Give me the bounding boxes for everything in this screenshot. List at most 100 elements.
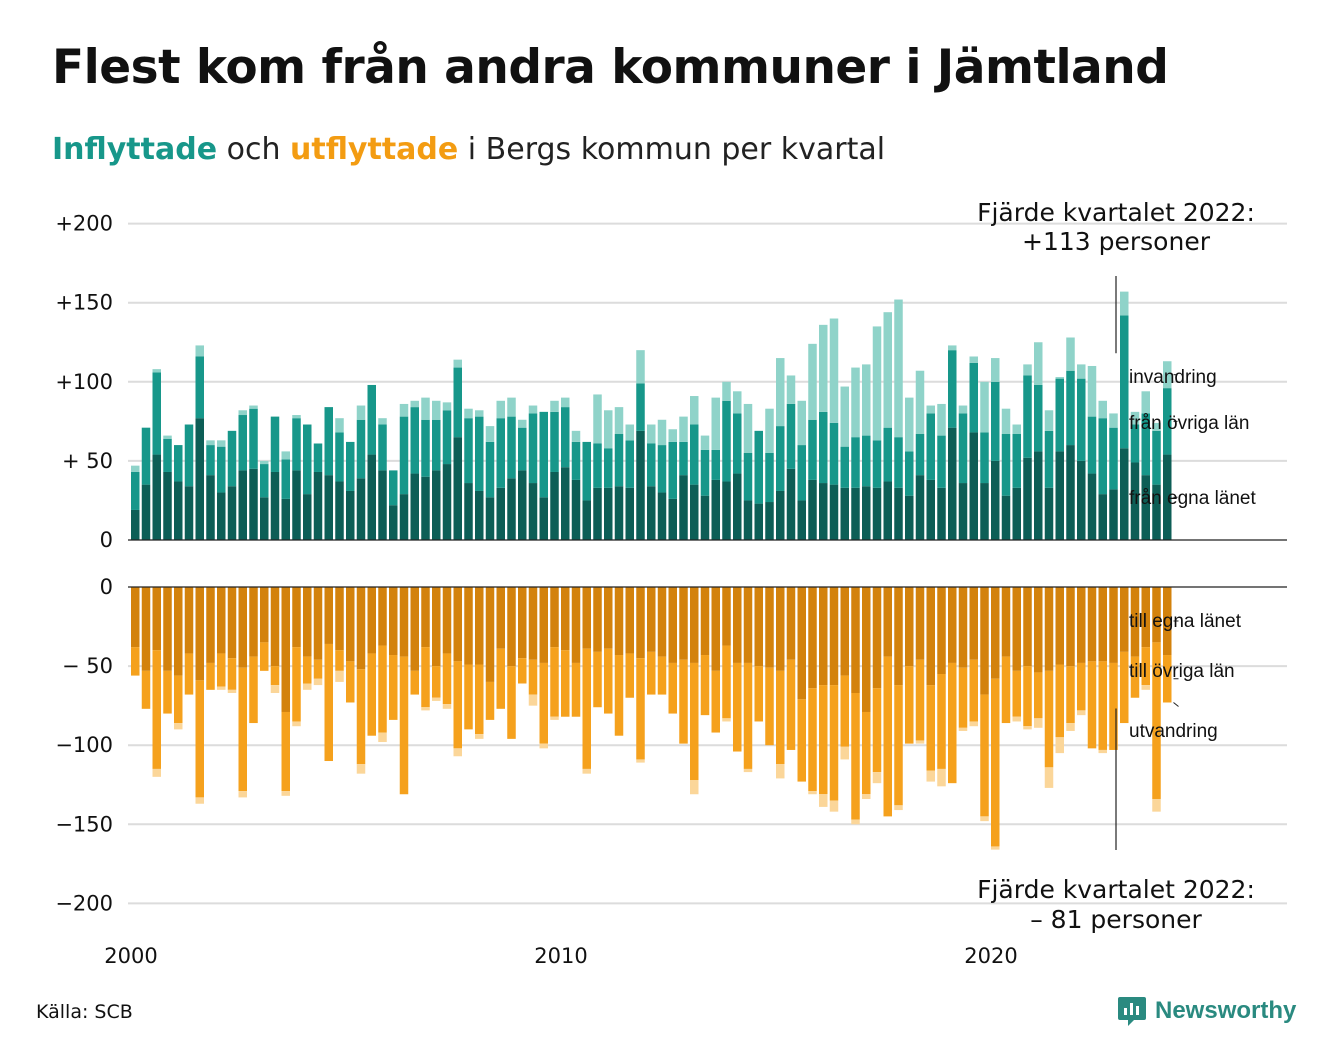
bar-inflow-own-county (1044, 487, 1054, 540)
bar-inflow-other-counties (872, 440, 882, 488)
bar-inflow-own-county (346, 490, 355, 540)
bar-outflow-own-county (958, 587, 968, 668)
bar-inflow-immigration (432, 400, 441, 420)
bar-inflow-own-county (894, 487, 903, 540)
bar-outflow-other-counties (969, 659, 978, 722)
bar-inflow-other-counties (163, 438, 172, 472)
bar-outflow-emigration (980, 816, 989, 822)
bar-inflow-other-counties (518, 427, 527, 471)
axes-layer: +200 +150 +100 + 50 0 − 50 −100 −150 −200 0 2000 20… (55, 212, 1287, 968)
y-tick-label-top: +150 (55, 291, 113, 315)
bar-outflow-other-counties (571, 662, 581, 717)
bar-outflow-other-counties (1098, 661, 1107, 750)
bar-inflow-other-counties (346, 441, 355, 491)
bar-outflow-other-counties (668, 662, 677, 714)
y-tick-label-top: 0 (100, 528, 113, 552)
bar-outflow-other-counties (905, 666, 914, 744)
bar-outflow-own-county (754, 587, 763, 667)
bar-outflow-other-counties (281, 711, 290, 792)
y-tick-label-top: + 50 (62, 449, 113, 473)
bar-outflow-emigration (1012, 716, 1021, 722)
bar-inflow-other-counties (260, 464, 269, 498)
bar-inflow-immigration (561, 397, 570, 408)
bar-inflow-own-county (733, 473, 742, 540)
bar-outflow-own-county (1152, 587, 1161, 643)
bar-outflow-other-counties (636, 658, 645, 760)
chart-subtitle: Inflyttade och utflyttade i Bergs kommun… (52, 132, 885, 167)
bar-inflow-own-county (647, 486, 656, 540)
bar-outflow-own-county (647, 587, 656, 652)
bar-outflow-other-counties (872, 688, 882, 773)
bar-inflow-other-counties (840, 446, 849, 488)
bar-outflow-other-counties (765, 667, 774, 746)
bar-outflow-emigration (1098, 749, 1107, 754)
bar-outflow-own-county (905, 587, 914, 667)
bar-outflow-own-county (657, 587, 667, 657)
bar-inflow-other-counties (614, 434, 624, 487)
bar-outflow-other-counties (733, 662, 742, 752)
bar-inflow-immigration (991, 358, 1000, 382)
bar-inflow-other-counties (905, 451, 914, 496)
bar-outflow-own-county (292, 587, 301, 648)
bar-inflow-own-county (862, 486, 871, 540)
bar-outflow-own-county (432, 587, 441, 667)
subtitle-outflow-word: utflyttade (290, 132, 459, 167)
bar-inflow-own-county (518, 470, 527, 540)
bar-inflow-other-counties (851, 437, 860, 488)
bar-outflow-other-counties (743, 662, 753, 769)
bar-inflow-immigration (851, 367, 860, 438)
x-tick-label: 2010 (534, 944, 587, 968)
bar-inflow-own-county (571, 479, 581, 540)
bar-outflow-own-county (249, 587, 258, 657)
bar-inflow-other-counties (539, 411, 548, 498)
y-tick-label-top: +100 (55, 370, 113, 394)
bar-outflow-own-county (883, 587, 892, 657)
bar-outflow-own-county (453, 587, 462, 662)
bar-outflow-emigration (281, 791, 290, 796)
bar-outflow-other-counties (980, 694, 989, 817)
bar-inflow-own-county (464, 483, 473, 540)
bar-outflow-other-counties (937, 674, 946, 769)
bar-outflow-own-county (679, 587, 688, 660)
bar-inflow-own-county (1098, 494, 1107, 540)
bar-outflow-other-counties (303, 656, 312, 684)
bar-inflow-other-counties (1001, 434, 1011, 496)
bar-outflow-own-county (840, 587, 849, 676)
bars-layer (131, 291, 1172, 850)
bar-outflow-own-county (625, 587, 634, 654)
bar-outflow-emigration (969, 721, 978, 727)
bar-inflow-immigration (636, 350, 645, 384)
bar-inflow-immigration (206, 440, 215, 446)
bar-inflow-own-county (1077, 460, 1086, 540)
bar-inflow-immigration (152, 369, 161, 373)
bar-outflow-other-counties (679, 659, 688, 744)
bar-inflow-other-counties (528, 413, 538, 484)
bar-inflow-own-county (1109, 489, 1118, 540)
bar-inflow-immigration (163, 435, 172, 439)
bar-inflow-own-county (292, 470, 301, 540)
bar-inflow-immigration (937, 403, 946, 436)
bar-outflow-own-county (819, 587, 828, 686)
bar-outflow-own-county (948, 587, 957, 663)
bar-inflow-other-counties (217, 446, 226, 493)
bar-inflow-immigration (550, 400, 559, 412)
bar-inflow-own-county (410, 473, 419, 540)
bar-outflow-other-counties (1152, 642, 1161, 799)
bar-inflow-own-county (206, 475, 215, 540)
bar-outflow-emigration (238, 791, 247, 798)
bar-inflow-other-counties (227, 430, 237, 487)
bar-inflow-immigration (819, 324, 828, 412)
bar-outflow-own-county (593, 587, 602, 652)
bar-outflow-own-county (797, 587, 806, 700)
bar-inflow-other-counties (754, 430, 763, 504)
bar-inflow-other-counties (1087, 416, 1097, 474)
bar-outflow-other-counties (389, 655, 398, 720)
bar-outflow-other-counties (539, 662, 548, 744)
bar-outflow-emigration (174, 723, 183, 730)
bar-inflow-own-county (152, 454, 161, 540)
bar-inflow-own-county (475, 490, 484, 540)
bar-outflow-other-counties (786, 659, 796, 750)
newsworthy-logo-icon (1118, 997, 1146, 1026)
bar-inflow-own-county (883, 481, 892, 540)
legend-leader-outflow (1173, 702, 1179, 707)
